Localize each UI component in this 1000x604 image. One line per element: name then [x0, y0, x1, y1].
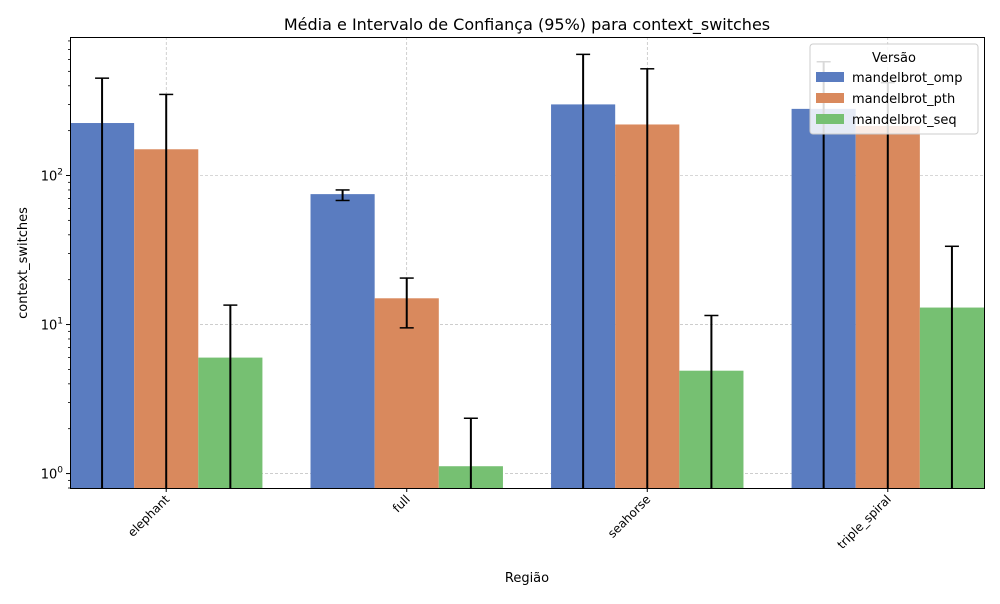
- error-bars-layer: [95, 53, 959, 488]
- legend-box: [809, 43, 979, 135]
- legend-label: mandelbrot_pth: [852, 92, 955, 107]
- y-tick-label: 102: [41, 168, 63, 185]
- legend-swatch: [816, 72, 844, 82]
- bar: [374, 298, 439, 488]
- legend-label: mandelbrot_omp: [852, 71, 962, 86]
- y-tick-label: 101: [41, 317, 63, 334]
- x-axis-label: Região: [505, 571, 549, 586]
- legend-title: Versão: [872, 51, 916, 66]
- bar: [310, 194, 375, 489]
- y-tick-label: 100: [41, 466, 64, 483]
- legend-swatch: [816, 114, 844, 124]
- legend-swatch: [816, 93, 844, 103]
- y-axis-label: context_switches: [16, 207, 31, 319]
- chart-title: Média e Intervalo de Confiança (95%) par…: [284, 15, 770, 35]
- legend: Versão mandelbrot_omp mandelbrot_pthmande…: [809, 43, 979, 135]
- legend-label: mandelbrot_seq: [852, 113, 957, 128]
- plot-frame: [70, 37, 985, 489]
